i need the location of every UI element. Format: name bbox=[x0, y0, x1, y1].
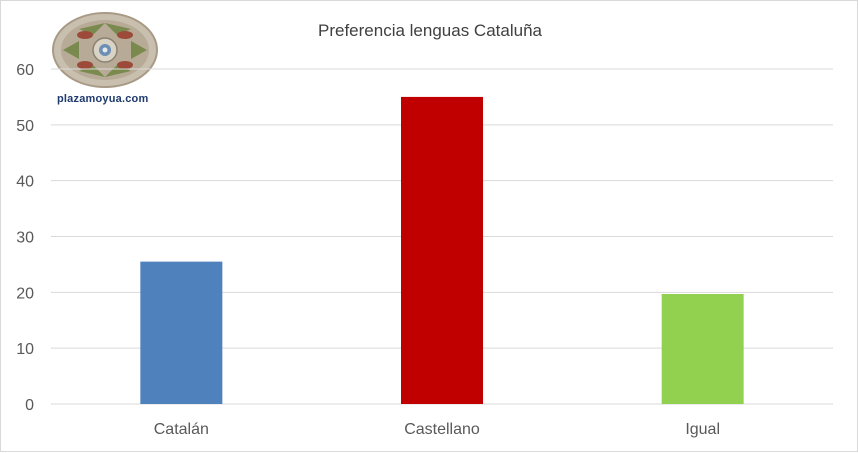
y-tick-label: 40 bbox=[16, 174, 34, 191]
y-tick-label: 30 bbox=[16, 230, 34, 247]
chart-title: Preferencia lenguas Cataluña bbox=[318, 21, 542, 40]
x-tick-label: Igual bbox=[685, 421, 720, 438]
y-tick-label: 0 bbox=[25, 397, 34, 414]
y-tick-label: 10 bbox=[16, 341, 34, 358]
logo-text: plazamoyua.com bbox=[57, 93, 149, 105]
x-tick-label: Castellano bbox=[404, 421, 480, 438]
bar-castellano bbox=[401, 96, 483, 405]
x-tick-label: Catalán bbox=[154, 421, 209, 438]
bar-igual bbox=[661, 294, 744, 404]
y-tick-label: 60 bbox=[16, 62, 34, 79]
y-tick-label: 50 bbox=[16, 118, 34, 135]
bar-catalán bbox=[140, 261, 223, 404]
y-tick-label: 20 bbox=[16, 285, 34, 302]
